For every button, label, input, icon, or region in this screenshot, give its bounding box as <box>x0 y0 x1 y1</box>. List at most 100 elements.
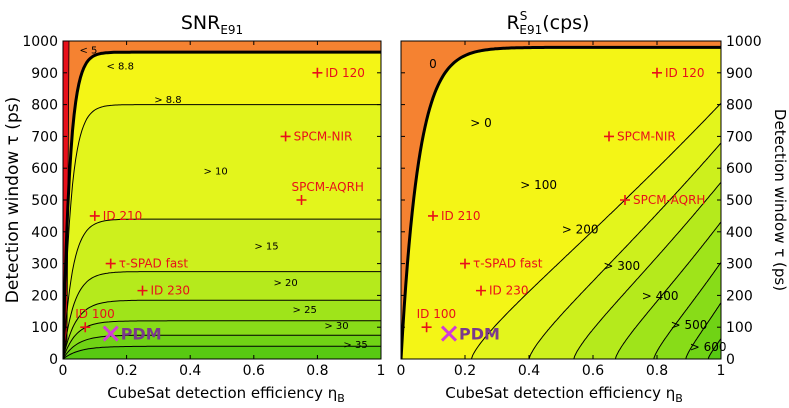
pdm-marker <box>440 325 458 342</box>
y-tick-label: 200 <box>31 288 58 304</box>
detector-marker <box>280 131 291 142</box>
contour-label: > 300 <box>603 259 640 273</box>
detector-marker <box>105 258 116 269</box>
snr-contour-line <box>63 299 381 359</box>
x-tick-label: 0.6 <box>582 363 604 379</box>
y-tick-label: 0 <box>726 352 735 368</box>
detector-label: SPCM-AQRH <box>633 193 705 207</box>
rate-x-axis-label: CubeSat detection efficiency ηB <box>445 384 683 405</box>
contour-label: > 35 <box>343 340 367 351</box>
x-tick-label: 0.2 <box>454 363 476 379</box>
detector-marker <box>296 195 307 205</box>
rate-y-axis-label: Detection window τ (ps) <box>771 109 789 291</box>
pdm-label: PDM <box>121 325 162 344</box>
snr-title: SNRE91 <box>181 12 243 37</box>
detector-marker <box>421 322 432 333</box>
contour-label: > 100 <box>520 178 557 192</box>
y-tick-label: 900 <box>726 66 753 82</box>
x-tick-label: 0 <box>59 363 68 379</box>
detector-marker <box>428 210 438 221</box>
y-tick-label: 100 <box>31 320 58 336</box>
y-tick-label: 400 <box>726 225 753 241</box>
detector-marker <box>604 131 614 142</box>
rate-threshold-contour <box>401 45 721 359</box>
y-tick-label: 1000 <box>726 34 762 50</box>
rate-contour-fill <box>401 41 721 359</box>
rate-contour-lines <box>401 45 721 359</box>
y-tick-label: 400 <box>31 225 58 241</box>
rate-detector-markers: ID 120 SPCM-NIR SPCM-AQRH ID 210 τ-SPAD fast… <box>417 66 706 344</box>
contour-label: > 10 <box>203 167 227 178</box>
contour-label: > 8.8 <box>154 95 181 106</box>
contour-label: < 5 <box>79 46 97 57</box>
y-tick-label: 900 <box>31 66 58 82</box>
contour-label: > 20 <box>273 278 297 289</box>
rate-axis-ticks: 0 0.2 0.4 0.6 0.8 101002003004005006007008009… <box>397 34 762 379</box>
rate-contour-line <box>685 301 721 359</box>
contour-label: > 200 <box>562 222 599 236</box>
y-tick-label: 1000 <box>22 34 58 50</box>
detector-label: SPCM-NIR <box>294 129 353 143</box>
y-tick-label: 800 <box>726 98 753 114</box>
snr-threshold-contour <box>63 50 381 359</box>
x-tick-label: 0.8 <box>646 363 668 379</box>
detector-marker <box>476 285 486 296</box>
snr-contour-fill <box>63 41 381 359</box>
pdm-marker <box>102 325 119 342</box>
x-tick-label: 1 <box>717 363 726 379</box>
rate-panel: 0 0.2 0.4 0.6 0.8 101002003004005006007008009… <box>397 9 789 405</box>
contour-label: > 25 <box>293 305 317 316</box>
rate-contour-line <box>573 181 721 359</box>
detector-label: τ-SPAD fast <box>119 257 189 271</box>
detector-label: SPCM-AQRH <box>292 180 364 194</box>
y-tick-label: 800 <box>31 98 58 114</box>
detector-label: ID 230 <box>489 284 529 298</box>
detector-label: ID 210 <box>441 209 481 223</box>
snr-x-axis-label: CubeSat detection efficiency ηB <box>107 384 345 405</box>
detector-label: ID 120 <box>665 66 705 80</box>
rate-title: RS E91(cps) <box>507 9 590 37</box>
y-tick-label: 300 <box>726 257 753 273</box>
rate-contour-line <box>528 142 721 359</box>
y-tick-label: 700 <box>31 129 58 145</box>
snr-contour-line <box>63 104 381 359</box>
rate-contour-line <box>707 337 721 359</box>
rate-contour-line <box>614 221 721 359</box>
contour-label: 0 <box>429 57 437 71</box>
y-tick-label: 700 <box>726 129 753 145</box>
x-tick-label: 0.8 <box>306 363 328 379</box>
x-tick-label: 0.2 <box>115 363 137 379</box>
contour-label: > 15 <box>254 241 278 252</box>
detector-marker <box>137 285 148 296</box>
snr-axis-ticks: 0 0.2 0.4 0.6 0.8 1 0 100 200 300 400 500 600 700 800 9… <box>22 34 385 379</box>
contour-label: < 8.8 <box>107 62 134 73</box>
detector-marker <box>80 322 91 333</box>
snr-fill-band <box>63 346 381 359</box>
snr-contour-lines <box>63 41 381 359</box>
y-tick-label: 600 <box>31 161 58 177</box>
y-tick-label: 100 <box>726 320 753 336</box>
detector-marker <box>312 67 323 78</box>
y-tick-label: 200 <box>726 288 753 304</box>
snr-contour-line <box>63 320 381 359</box>
contour-label: > 600 <box>690 340 727 354</box>
pdm-label: PDM <box>459 325 500 344</box>
detector-label: τ-SPAD fast <box>473 257 543 271</box>
contour-label: > 400 <box>642 289 679 303</box>
snr-contour-line <box>63 345 381 359</box>
contour-label: > 0 <box>470 116 492 130</box>
x-tick-label: 0.6 <box>243 363 265 379</box>
snr-panel: 0 0.2 0.4 0.6 0.8 1 0 100 200 300 400 500 600 700 800 9… <box>3 12 385 405</box>
snr-detector-markers: ID 120 SPCM-NIR SPCM-AQRH ID 210 τ-SPAD fast… <box>75 66 365 344</box>
rate-contour-labels: 0 > 0 > 100 > 200 > 300 > 400 > 500 > 600 <box>429 57 726 354</box>
y-tick-label: 300 <box>31 257 58 273</box>
x-tick-label: 0.4 <box>518 363 540 379</box>
rate-contour-line <box>653 261 721 359</box>
y-tick-label: 0 <box>49 352 58 368</box>
detector-label: ID 100 <box>75 307 115 321</box>
detector-marker <box>620 195 630 205</box>
detector-label: ID 230 <box>151 284 191 298</box>
y-tick-label: 500 <box>31 193 58 209</box>
detector-marker <box>652 67 662 78</box>
detector-marker <box>89 210 100 221</box>
